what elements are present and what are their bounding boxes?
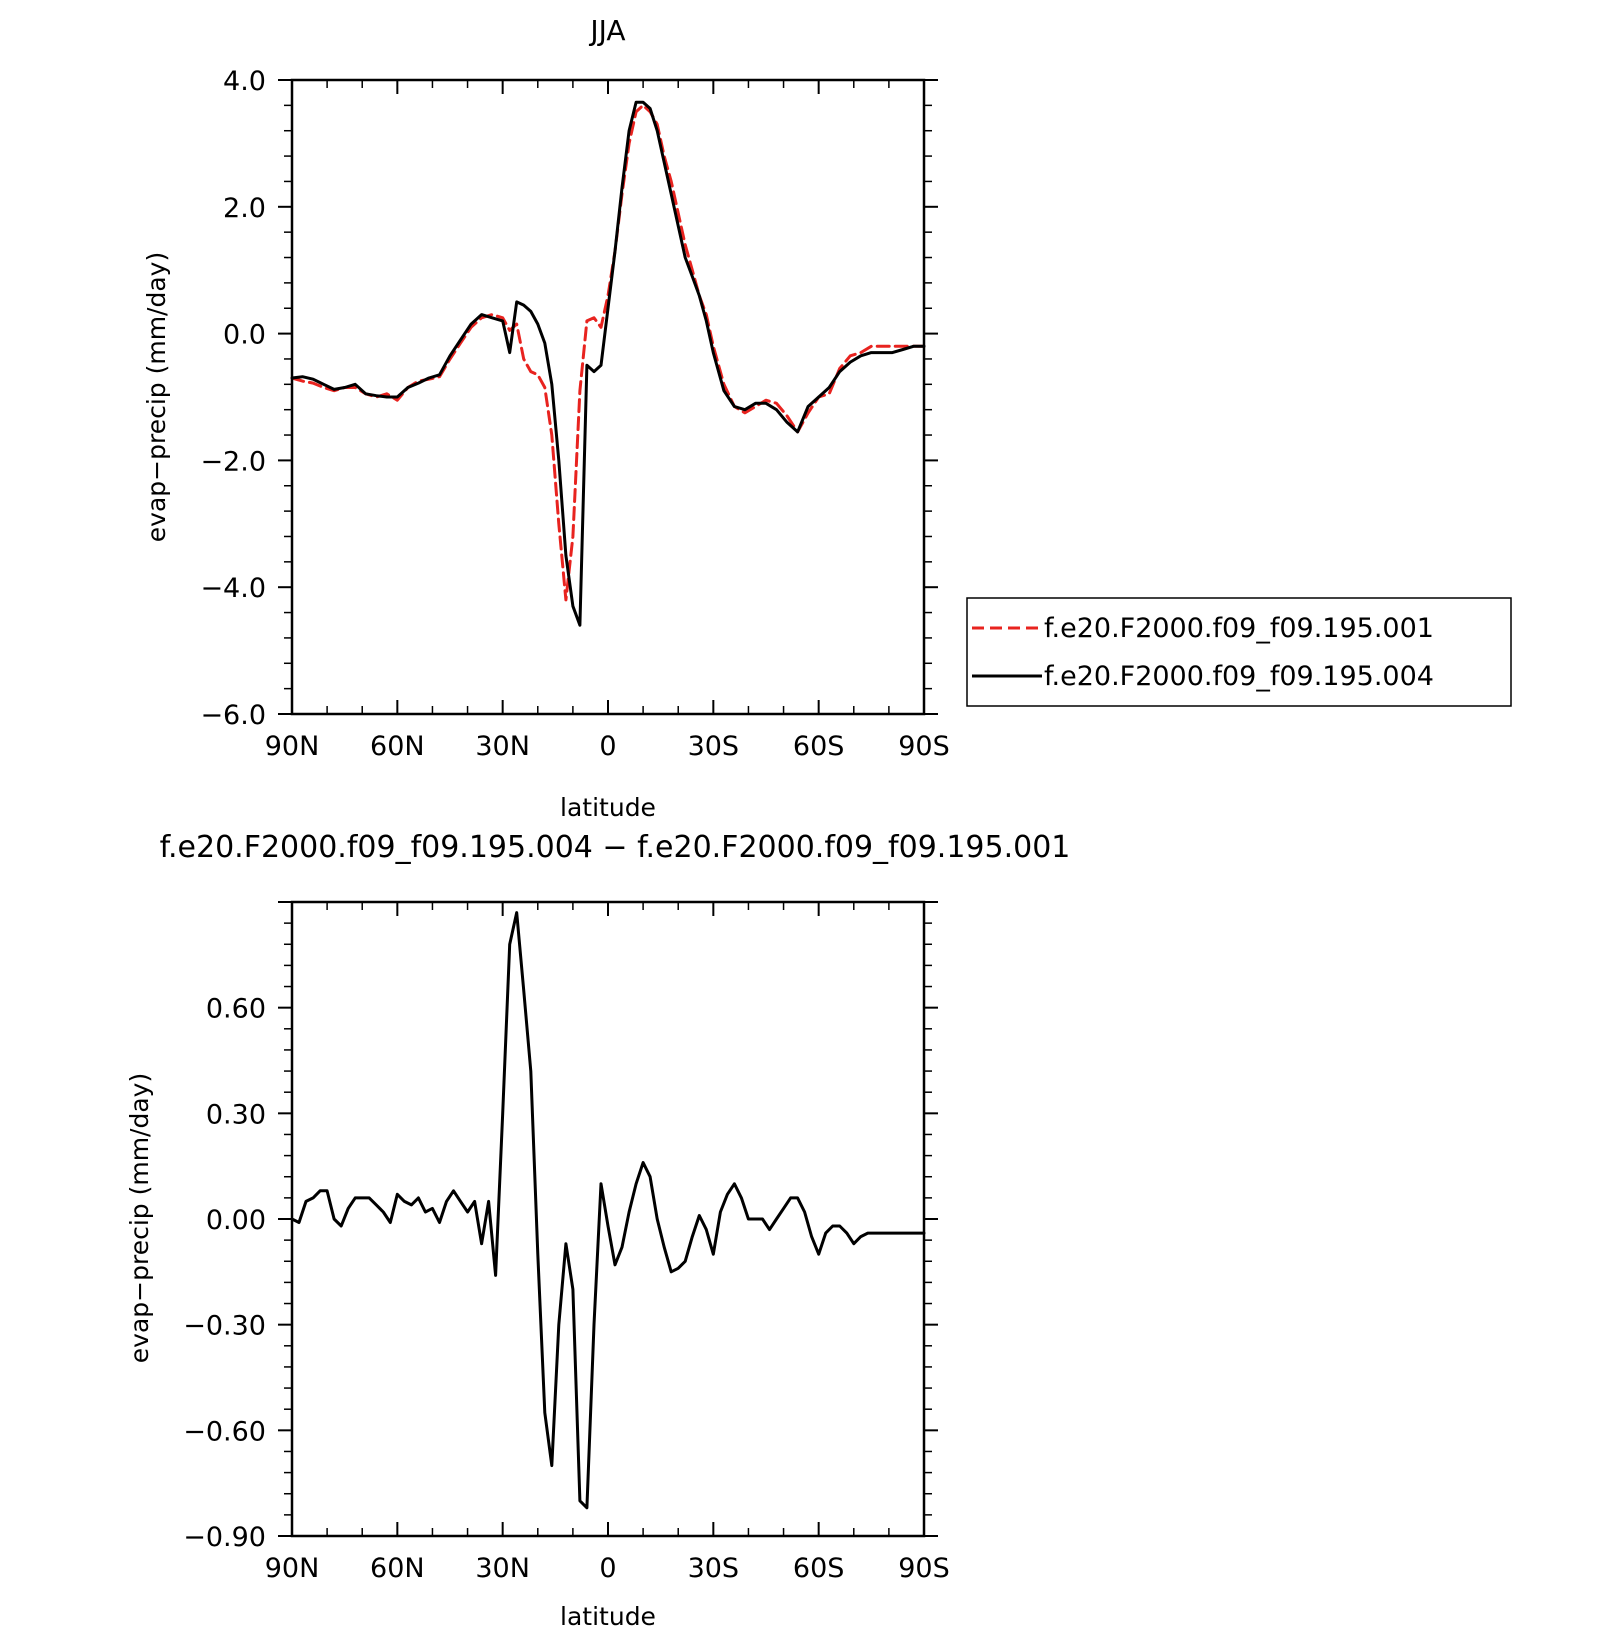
x-tick-label: 90S (898, 1553, 950, 1584)
x-tick-label: 0 (599, 1553, 616, 1584)
x-tick-label: 60S (793, 1553, 845, 1584)
top-y-axis-title: evap−precip (mm/day) (142, 252, 171, 542)
y-tick-label: −0.60 (183, 1416, 266, 1447)
x-tick-label: 60S (793, 731, 845, 762)
y-tick-label: −4.0 (200, 573, 266, 604)
bottom-plot-frame (290, 900, 926, 1538)
top-panel: JJA 90N 60N 30N 0 30S 60S 90S 4.0 2.0 0.0 −2.0 −4.0… (142, 14, 1512, 822)
y-tick-label: −6.0 (200, 700, 266, 731)
x-tick-label: 90N (265, 1553, 320, 1584)
top-chart-title: JJA (588, 14, 625, 47)
bottom-axis-ticks (278, 901, 938, 1537)
legend-label-series-1: f.e20.F2000.f09_f09.195.001 (1044, 613, 1434, 644)
y-tick-label: −0.30 (183, 1311, 266, 1342)
x-tick-label: 90N (265, 731, 320, 762)
x-tick-label: 30N (475, 731, 530, 762)
top-x-axis-title: latitude (560, 793, 656, 822)
legend: f.e20.F2000.f09_f09.195.001 f.e20.F2000.… (966, 597, 1512, 707)
bottom-panel: f.e20.F2000.f09_f09.195.004 − f.e20.F200… (125, 830, 1070, 1631)
x-tick-label: 30S (688, 1553, 740, 1584)
legend-box (966, 597, 1512, 707)
top-plot-frame (290, 78, 926, 716)
y-tick-label: 0.30 (206, 1099, 266, 1130)
bottom-chart-title: f.e20.F2000.f09_f09.195.004 − f.e20.F200… (160, 830, 1071, 865)
series-line-2 (290, 100, 926, 627)
y-tick-label: −2.0 (200, 446, 266, 477)
y-tick-label: 2.0 (223, 193, 266, 224)
bottom-series-layer (290, 911, 926, 1510)
y-tick-label: 0.0 (223, 320, 266, 351)
bottom-y-axis-title: evap−precip (mm/day) (125, 1073, 154, 1363)
x-tick-label: 60N (370, 731, 425, 762)
x-tick-label: 30N (475, 1553, 530, 1584)
bottom-x-axis-title: latitude (560, 1602, 656, 1631)
x-tick-label: 60N (370, 1553, 425, 1584)
series-line-1 (290, 103, 926, 602)
x-tick-label: 90S (898, 731, 950, 762)
legend-label-series-2: f.e20.F2000.f09_f09.195.004 (1044, 661, 1434, 692)
x-tick-label: 0 (599, 731, 616, 762)
series-line-1 (290, 911, 926, 1510)
x-tick-label: 30S (688, 731, 740, 762)
top-series-layer (290, 100, 926, 627)
y-tick-label: −0.90 (183, 1522, 266, 1553)
y-tick-label: 0.60 (206, 994, 266, 1025)
bottom-tick-labels: 90N 60N 30N 0 30S 60S 90S 0.60 0.30 0.00 −0.30 −0.6… (183, 994, 950, 1584)
top-tick-labels: 90N 60N 30N 0 30S 60S 90S 4.0 2.0 0.0 −2.0 −4.0 −6.0 (200, 66, 949, 762)
y-tick-label: 4.0 (223, 66, 266, 97)
y-tick-label: 0.00 (206, 1205, 266, 1236)
